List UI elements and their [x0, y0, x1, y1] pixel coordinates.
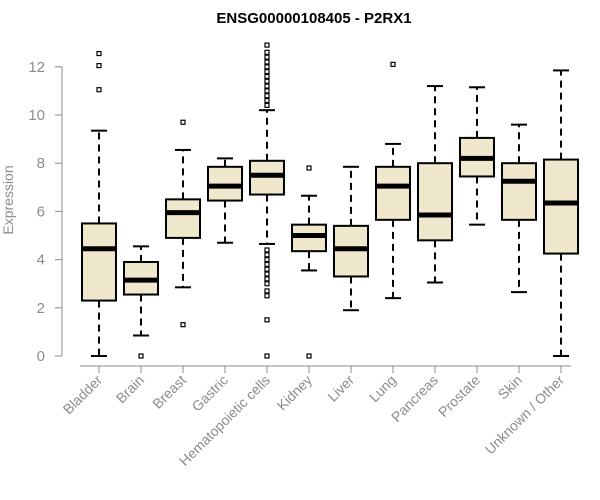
outlier-point — [264, 73, 270, 80]
outlier-point — [264, 49, 270, 55]
x-tick-label: Breast — [149, 372, 189, 412]
y-tick-label: 2 — [37, 300, 45, 317]
x-tick-label: Pancreas — [388, 372, 441, 425]
outlier-point — [264, 102, 270, 108]
outlier-point — [264, 317, 270, 323]
y-tick-label: 10 — [28, 107, 45, 124]
box-breast — [165, 119, 201, 328]
outlier-point — [264, 261, 270, 268]
box-iqr — [417, 162, 453, 242]
x-tick-label: Lung — [366, 372, 399, 405]
x-tick-label: Brain — [113, 372, 147, 406]
outlier-point — [264, 97, 270, 104]
outlier-point — [264, 266, 270, 272]
box-brain — [123, 245, 159, 359]
outlier-point — [264, 288, 270, 294]
box-hematopoietic-cells — [249, 42, 285, 359]
outlier-point — [264, 83, 270, 89]
y-tick-label: 0 — [37, 348, 45, 365]
outlier-point — [96, 87, 102, 93]
y-tick-label: 8 — [37, 155, 45, 172]
outlier-point — [264, 276, 270, 282]
boxes — [81, 42, 579, 359]
y-tick-label: 4 — [37, 252, 45, 269]
outlier-point — [264, 281, 270, 287]
box-prostate — [459, 86, 495, 226]
y-tick-label: 12 — [28, 59, 45, 76]
box-pancreas — [417, 85, 453, 284]
outlier-point — [264, 54, 270, 60]
outlier-point — [264, 257, 270, 263]
outlier-point — [180, 322, 186, 328]
x-tick-label: Bladder — [60, 372, 106, 418]
box-iqr — [165, 198, 201, 239]
outlier-point — [390, 61, 396, 67]
outlier-point — [180, 119, 186, 125]
box-liver — [333, 165, 369, 312]
y-tick-label: 6 — [37, 203, 45, 220]
box-lung — [375, 61, 411, 300]
outlier-point — [264, 93, 270, 99]
box-gastric — [207, 157, 243, 244]
x-tick-label: Skin — [495, 372, 526, 403]
outlier-point — [264, 64, 270, 70]
outlier-point — [264, 271, 270, 277]
outlier-point — [306, 353, 312, 359]
box-skin — [501, 123, 537, 294]
outlier-point — [264, 59, 270, 65]
x-tick-label: Kidney — [274, 372, 316, 414]
outlier-point — [264, 78, 270, 84]
y-ticks: 0 2 4 6 8 10 12 — [28, 59, 62, 365]
outlier-point — [96, 62, 102, 69]
outlier-point — [96, 50, 102, 57]
outlier-point — [264, 252, 270, 258]
outlier-point — [264, 42, 270, 48]
x-tick-label: Prostate — [435, 372, 483, 420]
box-iqr — [81, 222, 117, 302]
outlier-point — [264, 69, 270, 75]
outlier-point — [264, 88, 270, 94]
box-iqr — [375, 165, 411, 221]
box-kidney — [291, 165, 327, 359]
box-unknown-other — [543, 69, 579, 357]
box-iqr — [543, 158, 579, 255]
x-tick-label: Unknown / Other — [482, 372, 568, 458]
outlier-point — [138, 353, 144, 359]
chart-title: ENSG00000108405 - P2RX1 — [216, 10, 411, 27]
outlier-point — [264, 293, 270, 299]
y-axis-label: Expression — [0, 165, 16, 234]
outlier-point — [264, 353, 270, 359]
box-bladder — [81, 50, 117, 357]
outlier-point — [264, 247, 270, 253]
outlier-point — [306, 165, 312, 171]
box-iqr — [501, 162, 537, 221]
x-tick-label: Liver — [324, 372, 357, 405]
